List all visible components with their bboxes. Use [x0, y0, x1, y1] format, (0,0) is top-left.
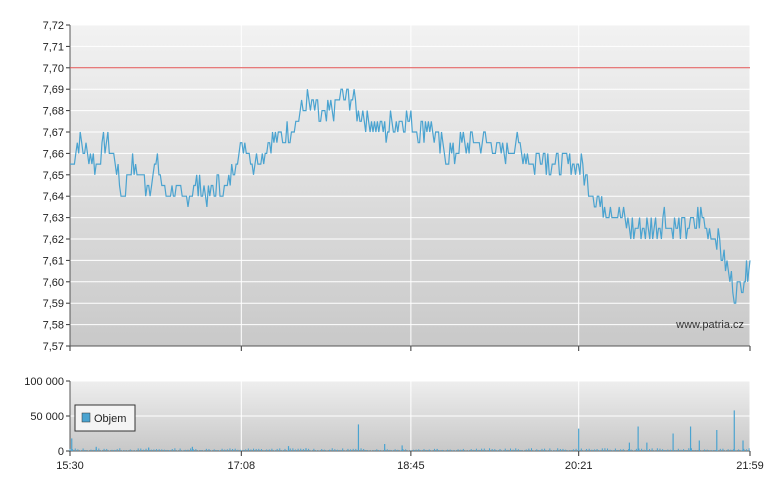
x-tick-label: 17:08 [228, 460, 256, 472]
price-y-tick-label: 7,68 [43, 106, 64, 118]
price-y-tick-label: 7,72 [43, 20, 64, 32]
x-tick-label: 18:45 [397, 460, 425, 472]
price-y-tick-label: 7,60 [43, 277, 64, 289]
price-y-tick-label: 7,70 [43, 63, 64, 75]
price-y-tick-label: 7,64 [43, 191, 64, 203]
volume-legend: Objem [74, 404, 136, 432]
price-y-tick-label: 7,65 [43, 170, 64, 182]
x-tick-label: 20:21 [565, 460, 593, 472]
price-y-tick-label: 7,62 [43, 234, 64, 246]
legend-swatch [81, 412, 91, 423]
watermark-text: www.patria.cz [675, 319, 744, 331]
x-tick-label: 21:59 [736, 460, 764, 472]
volume-y-tick-label: 0 [58, 446, 64, 458]
price-y-tick-label: 7,63 [43, 213, 64, 225]
price-series-line [70, 88, 751, 304]
x-tick-label: 15:30 [56, 460, 84, 472]
price-y-tick-label: 7,69 [43, 84, 64, 96]
price-y-tick-label: 7,58 [43, 320, 64, 332]
volume-y-tick-label: 100 000 [24, 376, 64, 388]
volume-y-tick-label: 50 000 [30, 411, 64, 423]
price-y-tick-label: 7,59 [43, 298, 64, 310]
price-y-tick-label: 7,67 [43, 127, 64, 139]
legend-label: Objem [94, 413, 126, 425]
price-y-tick-label: 7,66 [43, 148, 64, 160]
price-y-tick-label: 7,57 [43, 341, 64, 353]
price-plot-area [70, 25, 750, 346]
price-panel: 7,57 7,58 7,59 7,60 7,61 7,62 7,63 7,64 7,65 7,66… [43, 20, 751, 353]
price-y-tick-label: 7,61 [43, 255, 64, 267]
price-y-tick-label: 7,71 [43, 41, 64, 53]
volume-panel: 0 50 000 100 000 15:30 17:08 18:45 20:21 21:59 O… [24, 376, 764, 472]
